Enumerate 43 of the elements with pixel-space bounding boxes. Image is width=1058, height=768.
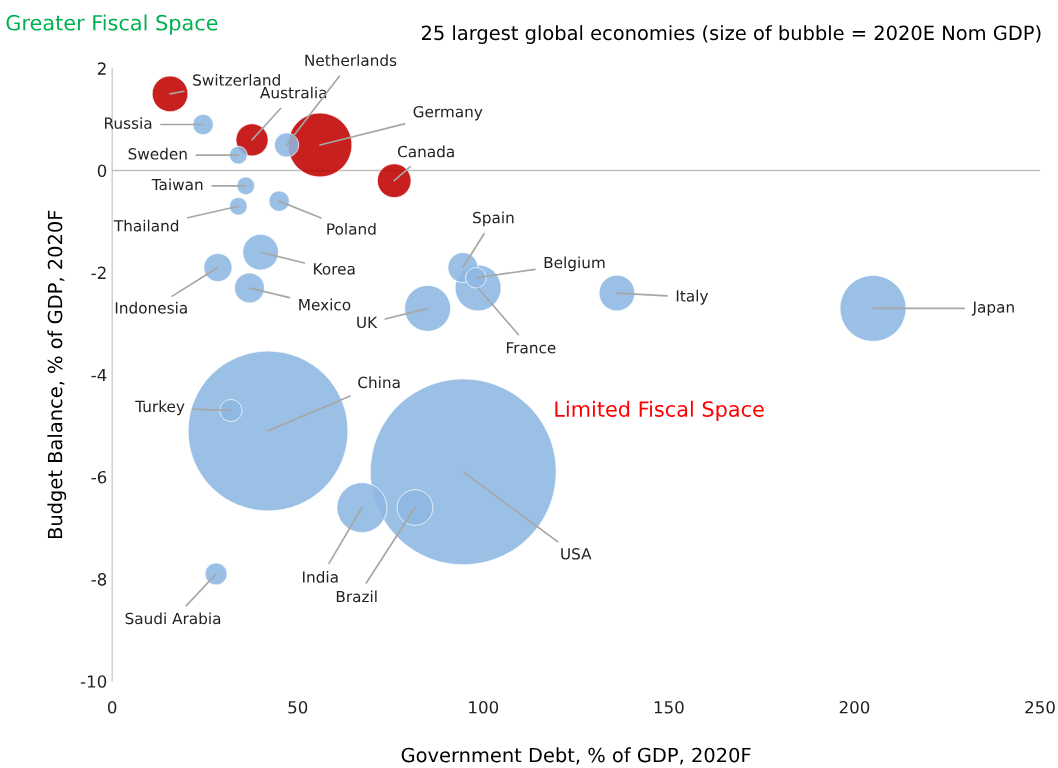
annotation: Germany (413, 105, 483, 121)
annotation: UK (357, 316, 378, 329)
annotation: Taiwan (151, 178, 203, 191)
annotation: USA (561, 548, 592, 560)
annotation: Belgium (544, 256, 605, 272)
annotation: Saudi Arabia (125, 612, 221, 625)
annotation: Canada (397, 145, 454, 158)
x-tick-label: 0 (107, 700, 117, 714)
annotation: Italy (676, 289, 709, 305)
y-tick-label: -8 (91, 573, 107, 586)
y-tick-label: -2 (91, 266, 106, 279)
x-tick-label: 250 (1025, 700, 1055, 714)
chart-title: 25 largest global economies (size of bubble = 2020E Nom GDP) (421, 25, 1041, 44)
annotation: Turkey (135, 400, 185, 416)
annotation: Limited Fiscal Space (555, 400, 764, 421)
annotation: Netherlands (305, 54, 397, 67)
annotation: Poland (327, 222, 376, 235)
annotation: Thailand (113, 219, 179, 232)
annotation: China (358, 376, 400, 389)
x-tick-label: 150 (654, 700, 684, 714)
text: Greater Fiscal Space (6, 14, 218, 35)
y-tick-label: -4 (91, 368, 107, 382)
x-tick-label: 50 (288, 700, 308, 714)
annotation: Russia (105, 117, 152, 129)
annotation: Japan (971, 301, 1014, 316)
annotation: Spain (473, 211, 514, 227)
annotation: Mexico (299, 298, 351, 311)
annotation: Indonesia (115, 301, 187, 314)
y-tick-label: -10 (80, 675, 107, 688)
annotation: Korea (314, 263, 355, 275)
y-tick-label: 2 (97, 62, 106, 75)
annotation: France (506, 342, 556, 354)
x-tick-label: 100 (469, 700, 499, 714)
y-tick-label: 0 (97, 164, 107, 178)
y-axis-title: Budget Balance, % of GDP, 2020F (47, 210, 67, 539)
annotation: Brazil (336, 590, 377, 603)
annotation: Switzerland (193, 73, 280, 86)
y-tick-label: -6 (91, 470, 107, 484)
annotation: Sweden (128, 147, 187, 160)
annotation: India (303, 571, 338, 583)
x-tick-label: 200 (839, 700, 870, 714)
x-axis-title: Government Debt, % of GDP, 2020F (401, 747, 751, 765)
annotation: Australia (260, 86, 327, 99)
